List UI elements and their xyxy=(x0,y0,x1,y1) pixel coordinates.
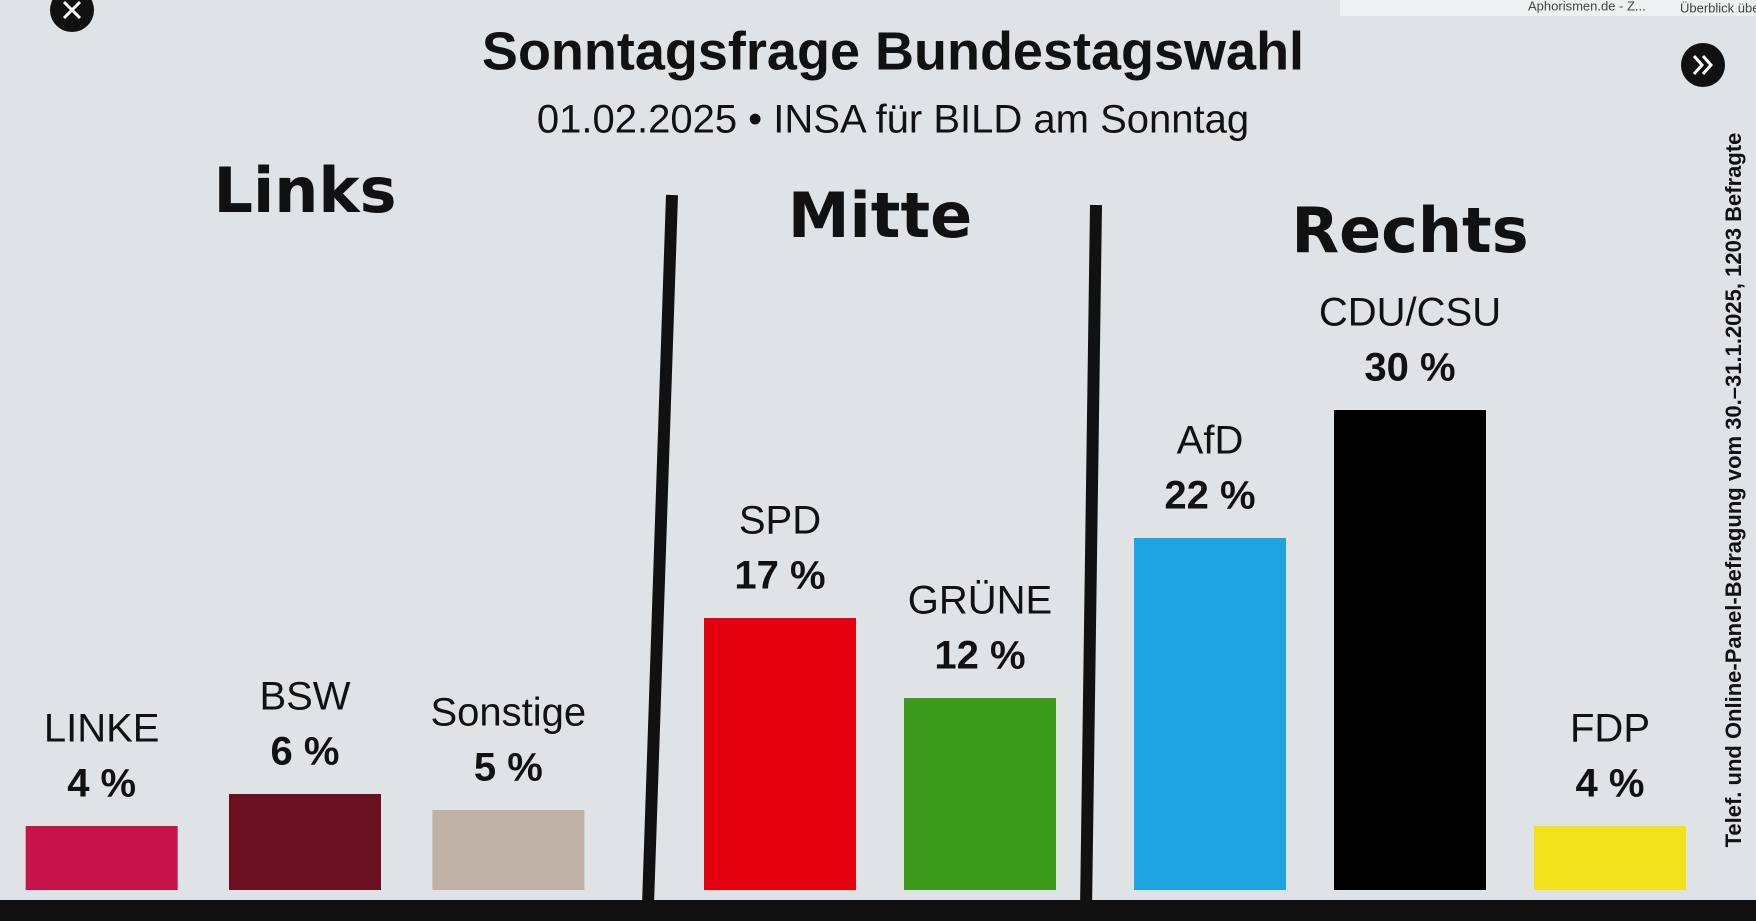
value-label: 4 % xyxy=(1576,762,1645,806)
value-label: 5 % xyxy=(474,746,543,790)
bar xyxy=(1334,410,1486,890)
bar xyxy=(1534,826,1686,890)
value-label: 6 % xyxy=(271,730,340,774)
next-icon xyxy=(1692,55,1714,75)
browser-tab-bar xyxy=(1340,0,1756,16)
value-label: 22 % xyxy=(1164,474,1255,518)
bar xyxy=(229,794,381,890)
category-label: CDU/CSU xyxy=(1319,291,1501,335)
group-label: Rechts xyxy=(1291,194,1528,267)
chart-subtitle: 01.02.2025 • INSA für BILD am Sonntag xyxy=(537,98,1249,142)
bar xyxy=(25,826,178,890)
bar xyxy=(704,618,856,890)
category-label: BSW xyxy=(259,675,350,719)
bar xyxy=(432,810,585,890)
value-label: 12 % xyxy=(934,634,1025,678)
close-icon xyxy=(62,0,82,20)
category-label: FDP xyxy=(1570,707,1650,751)
group-label: Links xyxy=(213,154,396,227)
category-label: GRÜNE xyxy=(908,579,1052,623)
close-button[interactable] xyxy=(50,0,94,32)
category-label: LINKE xyxy=(44,707,160,751)
value-label: 4 % xyxy=(67,762,136,806)
browser-tab[interactable]: Überblick übe xyxy=(1680,0,1756,15)
value-label: 30 % xyxy=(1364,346,1455,390)
category-label: SPD xyxy=(739,499,821,543)
group-label: Mitte xyxy=(788,179,972,252)
group-divider xyxy=(1080,204,1102,911)
group-divider xyxy=(642,194,678,906)
browser-tab[interactable]: Aphorismen.de - Z... xyxy=(1528,0,1646,13)
chart-title: Sonntagsfrage Bundestagswahl xyxy=(482,21,1304,81)
source-note: Telef. und Online-Panel-Befragung vom 30… xyxy=(1721,133,1746,848)
category-label: Sonstige xyxy=(430,691,586,735)
value-label: 17 % xyxy=(734,554,825,598)
category-label: AfD xyxy=(1177,419,1244,463)
bar xyxy=(904,698,1056,890)
bar xyxy=(1134,538,1286,890)
